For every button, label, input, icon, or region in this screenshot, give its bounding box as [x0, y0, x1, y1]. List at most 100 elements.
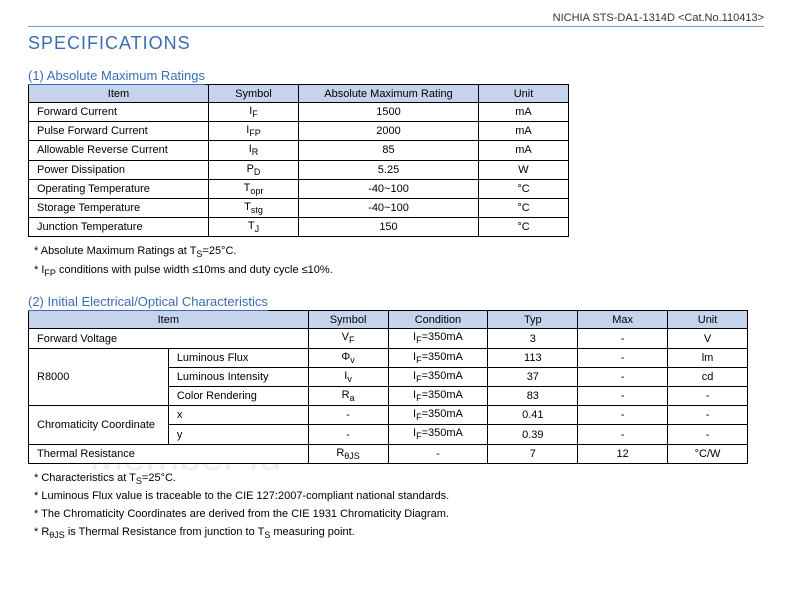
cell-typ: 0.39	[488, 425, 578, 444]
cell-group: R8000	[29, 348, 169, 406]
cell-max: 12	[578, 444, 668, 463]
cell-item: Power Dissipation	[29, 160, 209, 179]
cell-condition: -	[388, 444, 488, 463]
col-typ: Typ	[488, 311, 578, 329]
col-symbol: Symbol	[308, 311, 388, 329]
table-abs-max-ratings: ItemSymbolAbsolute Maximum RatingUnit Fo…	[28, 84, 569, 237]
cell-item: Forward Current	[29, 103, 209, 122]
table-row: Junction TemperatureTJ150°C	[29, 218, 569, 237]
cell-symbol: IF	[209, 103, 299, 122]
cell-max: -	[578, 329, 668, 348]
cell-symbol: Ra	[308, 387, 388, 406]
cell-max: -	[578, 387, 668, 406]
cell-max: -	[578, 406, 668, 425]
cell-unit: °C	[479, 198, 569, 217]
cell-typ: 0.41	[488, 406, 578, 425]
col-item: Item	[29, 311, 309, 329]
cell-unit: V	[668, 329, 748, 348]
col-item: Item	[29, 85, 209, 103]
cell-symbol: TJ	[209, 218, 299, 237]
cell-group: Chromaticity Coordinate	[29, 406, 169, 444]
cell-unit: °C	[479, 179, 569, 198]
cell-rating: 85	[299, 141, 479, 160]
table-row: Forward CurrentIF1500mA	[29, 103, 569, 122]
cell-symbol: Φv	[308, 348, 388, 367]
cell-condition: IF=350mA	[388, 329, 488, 348]
table-row: Power DissipationPD5.25W	[29, 160, 569, 179]
section1-title: (1) Absolute Maximum Ratings	[28, 68, 205, 85]
cell-item: Operating Temperature	[29, 179, 209, 198]
col-unit: Unit	[479, 85, 569, 103]
col-max: Max	[578, 311, 668, 329]
cell-unit: -	[668, 387, 748, 406]
col-rating: Absolute Maximum Rating	[299, 85, 479, 103]
cell-item: Thermal Resistance	[29, 444, 309, 463]
cell-symbol: Topr	[209, 179, 299, 198]
table-characteristics: ItemSymbolConditionTypMaxUnit Forward Vo…	[28, 310, 748, 463]
cell-unit: °C/W	[668, 444, 748, 463]
cell-sub: Luminous Flux	[168, 348, 308, 367]
cell-symbol: VF	[308, 329, 388, 348]
table-row: Chromaticity Coordinatex-IF=350mA0.41--	[29, 406, 748, 425]
cell-unit: mA	[479, 141, 569, 160]
cell-symbol: Iv	[308, 367, 388, 386]
cell-max: -	[578, 348, 668, 367]
cell-typ: 113	[488, 348, 578, 367]
cell-item: Forward Voltage	[29, 329, 309, 348]
cell-sub: Color Rendering	[168, 387, 308, 406]
col-symbol: Symbol	[209, 85, 299, 103]
cell-condition: IF=350mA	[388, 348, 488, 367]
cell-unit: -	[668, 425, 748, 444]
cell-typ: 3	[488, 329, 578, 348]
cell-symbol: RθJS	[308, 444, 388, 463]
table-row: Thermal ResistanceRθJS-712°C/W	[29, 444, 748, 463]
section2-title: (2) Initial Electrical/Optical Character…	[28, 294, 268, 311]
cell-symbol: PD	[209, 160, 299, 179]
cell-rating: 5.25	[299, 160, 479, 179]
cell-sub: Luminous Intensity	[168, 367, 308, 386]
cell-sub: y	[168, 425, 308, 444]
cell-rating: 2000	[299, 122, 479, 141]
doc-id-line: NICHIA STS-DA1-1314D <Cat.No.110413>	[28, 12, 764, 27]
cell-symbol: IR	[209, 141, 299, 160]
cell-unit: mA	[479, 122, 569, 141]
cell-item: Junction Temperature	[29, 218, 209, 237]
section1-notes: * Absolute Maximum Ratings at TS=25°C.* …	[34, 243, 764, 280]
cell-max: -	[578, 425, 668, 444]
table-row: Operating TemperatureTopr-40~100°C	[29, 179, 569, 198]
cell-unit: °C	[479, 218, 569, 237]
cell-unit: lm	[668, 348, 748, 367]
cell-rating: 1500	[299, 103, 479, 122]
cell-symbol: Tstg	[209, 198, 299, 217]
cell-sub: x	[168, 406, 308, 425]
cell-symbol: IFP	[209, 122, 299, 141]
cell-rating: 150	[299, 218, 479, 237]
section2-notes: * Characteristics at TS=25°C.* Luminous …	[34, 470, 764, 542]
cell-typ: 37	[488, 367, 578, 386]
cell-unit: W	[479, 160, 569, 179]
cell-rating: -40~100	[299, 179, 479, 198]
cell-unit: mA	[479, 103, 569, 122]
cell-item: Storage Temperature	[29, 198, 209, 217]
cell-item: Allowable Reverse Current	[29, 141, 209, 160]
cell-symbol: -	[308, 406, 388, 425]
table-row: Storage TemperatureTstg-40~100°C	[29, 198, 569, 217]
cell-item: Pulse Forward Current	[29, 122, 209, 141]
cell-unit: -	[668, 406, 748, 425]
cell-unit: cd	[668, 367, 748, 386]
page-title: SPECIFICATIONS	[28, 33, 764, 54]
cell-condition: IF=350mA	[388, 425, 488, 444]
cell-condition: IF=350mA	[388, 387, 488, 406]
table-row: Forward VoltageVFIF=350mA3-V	[29, 329, 748, 348]
cell-symbol: -	[308, 425, 388, 444]
cell-typ: 7	[488, 444, 578, 463]
col-condition: Condition	[388, 311, 488, 329]
cell-typ: 83	[488, 387, 578, 406]
cell-rating: -40~100	[299, 198, 479, 217]
table-row: Pulse Forward CurrentIFP2000mA	[29, 122, 569, 141]
cell-max: -	[578, 367, 668, 386]
cell-condition: IF=350mA	[388, 406, 488, 425]
table-row: Allowable Reverse CurrentIR85mA	[29, 141, 569, 160]
table-row: R8000Luminous FluxΦvIF=350mA113-lm	[29, 348, 748, 367]
col-unit: Unit	[668, 311, 748, 329]
